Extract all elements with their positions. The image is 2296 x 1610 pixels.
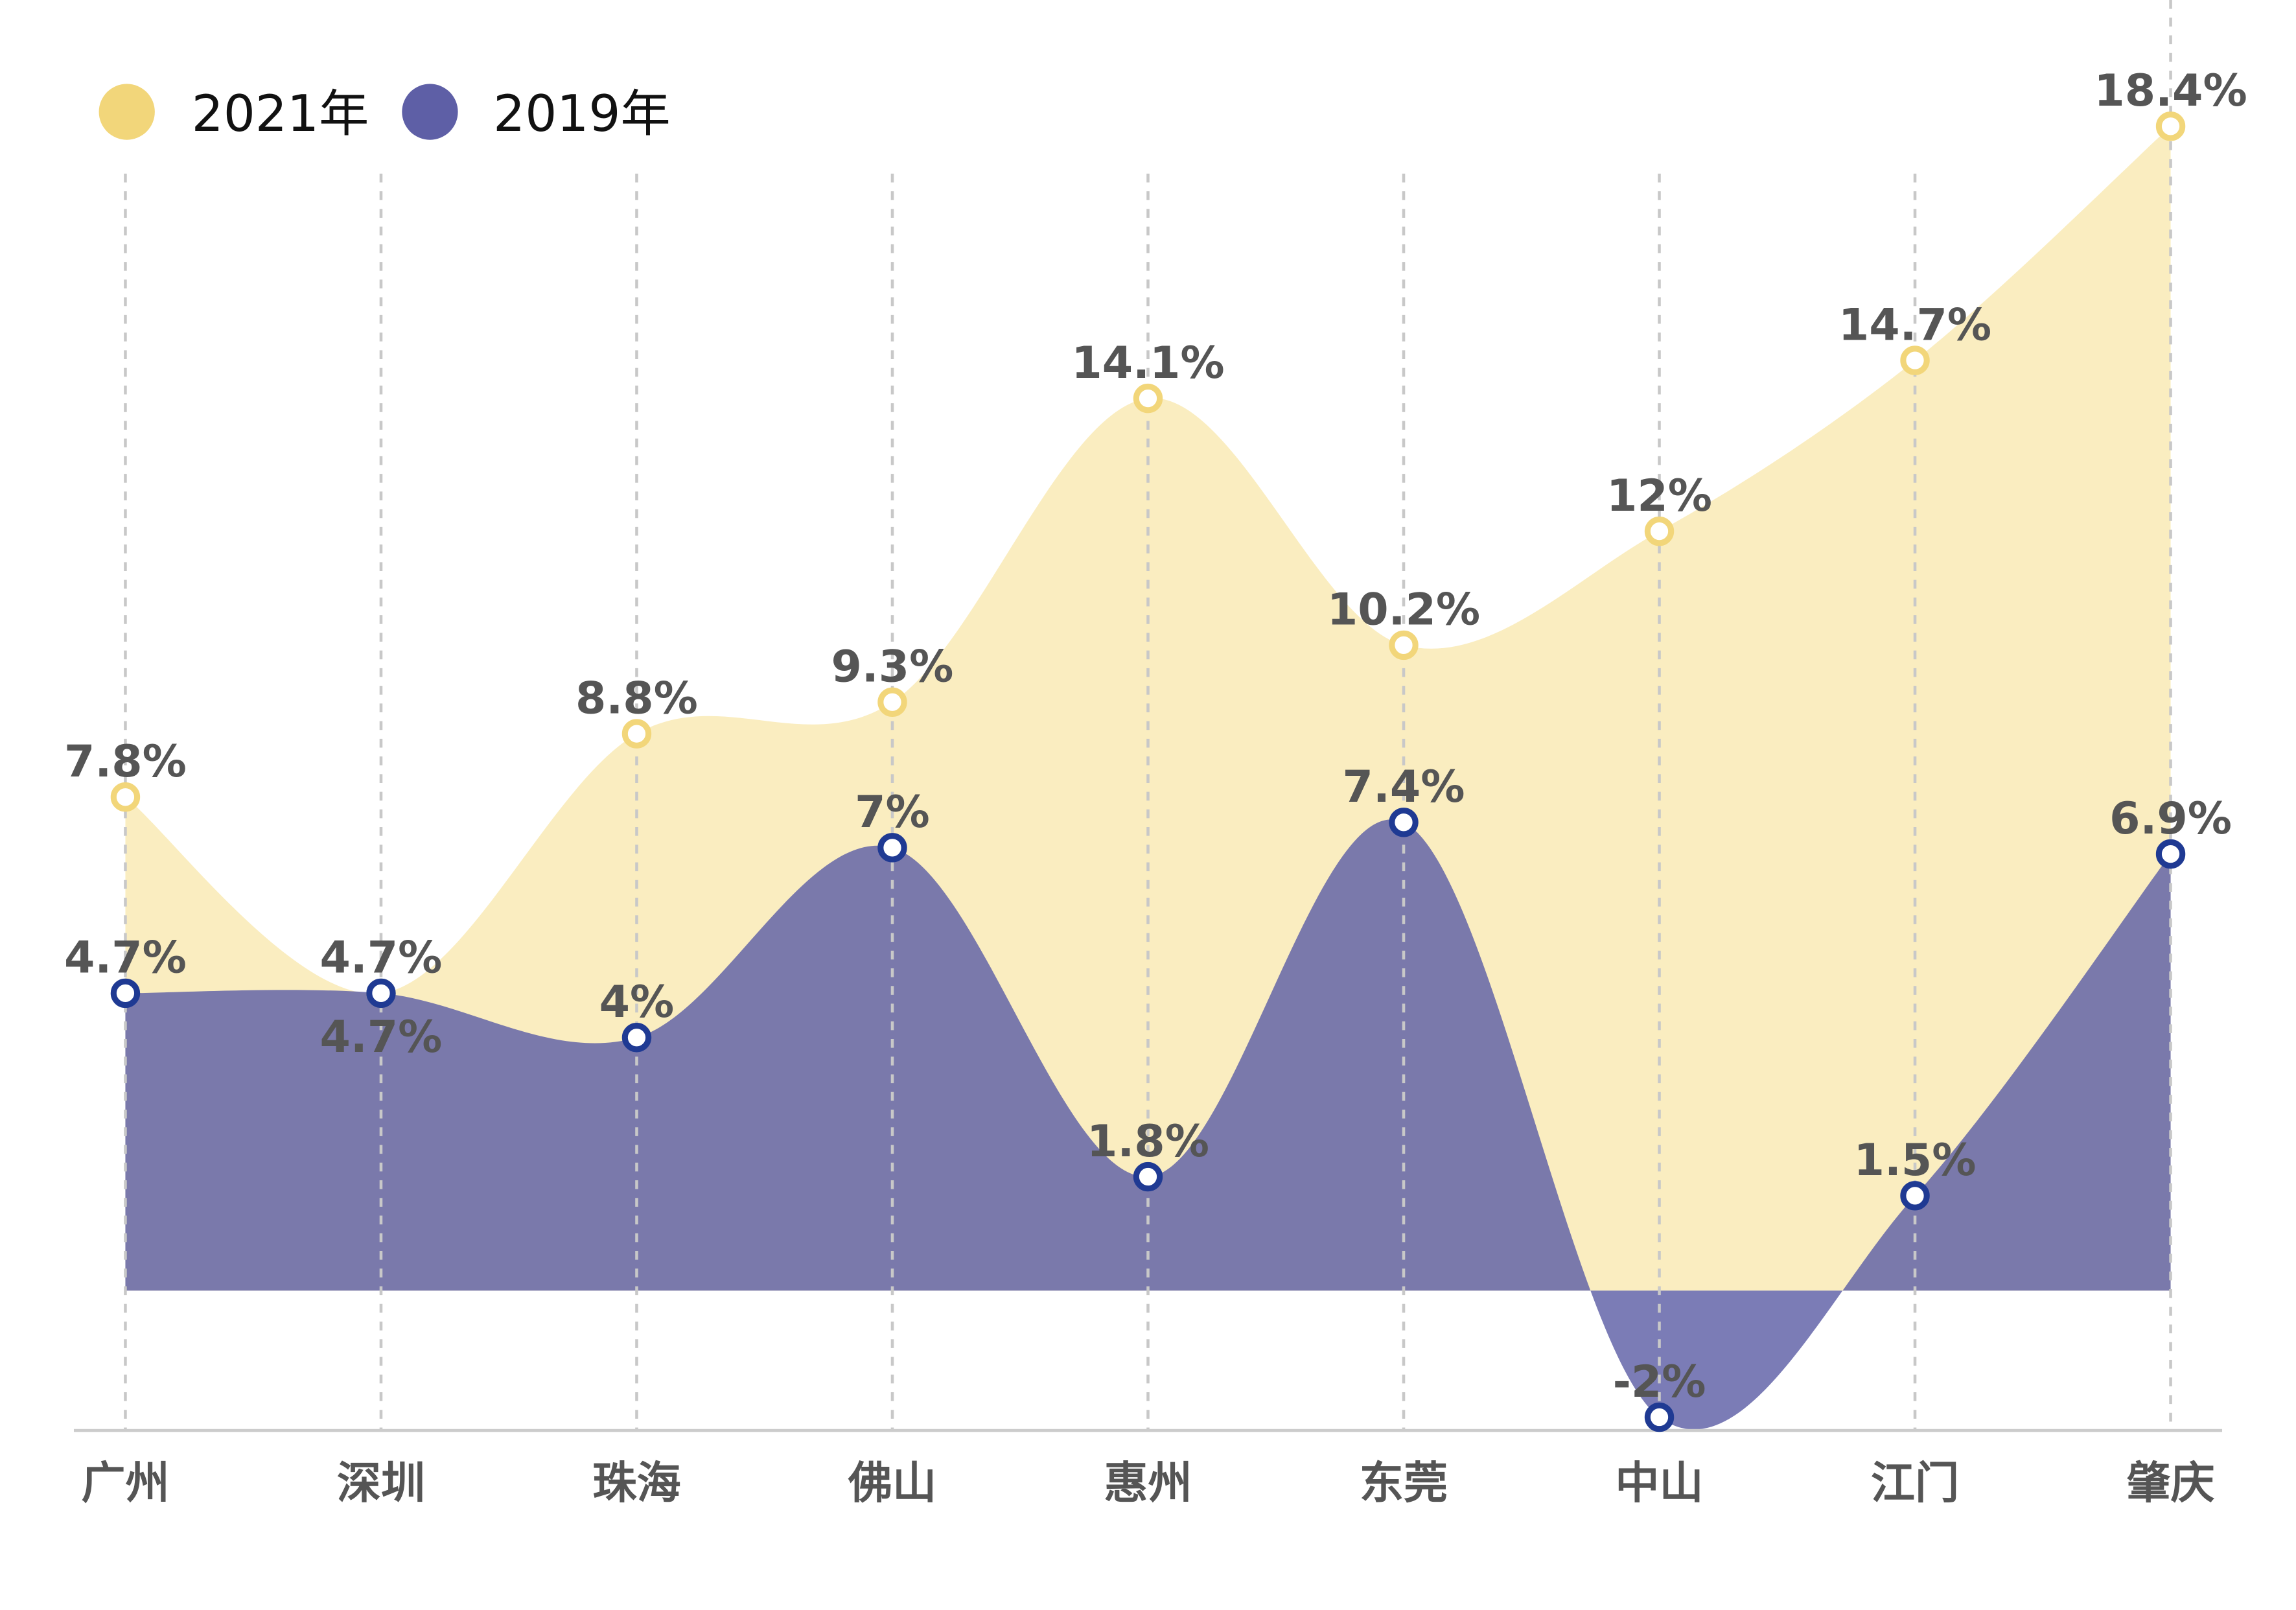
data-label: 14.1% [1071,338,1224,389]
x-tick-label: 广州 [81,1458,169,1509]
data-label: 9.3% [831,641,954,692]
x-tick-label: 珠海 [592,1458,680,1509]
data-label: 10.2% [1327,585,1480,636]
x-tick-label: 江门 [1871,1458,1959,1509]
data-point [1900,345,1930,375]
data-point [1389,630,1419,660]
legend-label-2019: 2019年 [493,85,671,143]
legend: 2021年 2019年 [99,84,671,143]
data-point [877,687,907,717]
data-point [2155,839,2186,869]
data-point [877,833,907,863]
data-label: 7.8% [64,736,187,788]
data-point [621,1023,652,1053]
data-point [366,978,396,1009]
data-label: -2% [1613,1357,1706,1408]
x-tick-label: 中山 [1615,1458,1703,1509]
data-point [1133,383,1163,414]
data-point [110,782,141,812]
data-label: 12% [1606,471,1712,522]
x-tick-label: 佛山 [848,1458,936,1509]
data-label: 8.8% [575,673,698,724]
data-point [1133,1161,1163,1192]
x-tick-label: 肇庆 [2126,1458,2214,1509]
data-point [1644,516,1675,546]
data-point [1389,808,1419,837]
data-point [2155,111,2186,141]
grid-lines [124,0,2172,1430]
data-label: 6.9% [2109,793,2232,845]
markers: 7.8% 4.7% 8.8% 9.3% 14.1% 10.2% 12% 14.7% 18.4% 4… [64,65,2247,1432]
data-point [110,978,141,1009]
data-label: 14.7% [1838,299,1991,351]
data-label: 4% [599,977,675,1028]
x-tick-labels: 广州 深圳 珠海 佛山 惠州 东莞 中山 江门 肇庆 [81,1458,2214,1509]
data-label: 1.5% [1854,1135,1977,1186]
data-label: 7.4% [1343,762,1465,813]
data-label: 1.8% [1087,1116,1209,1167]
data-label: 4.7% [320,933,443,984]
legend-swatch-2021 [99,84,155,140]
data-label: 18.4% [2094,65,2247,117]
data-label: 7% [855,787,930,838]
data-point [621,719,652,749]
x-tick-label: 惠州 [1104,1458,1192,1509]
legend-swatch-2019 [402,84,458,140]
x-tick-label: 东莞 [1360,1458,1448,1509]
legend-label-2021: 2021年 [192,85,369,143]
data-label: 4.7% [320,1012,443,1063]
data-label: 4.7% [64,933,187,984]
data-point [1900,1181,1930,1211]
data-point [1644,1402,1675,1432]
x-tick-label: 深圳 [337,1458,425,1509]
